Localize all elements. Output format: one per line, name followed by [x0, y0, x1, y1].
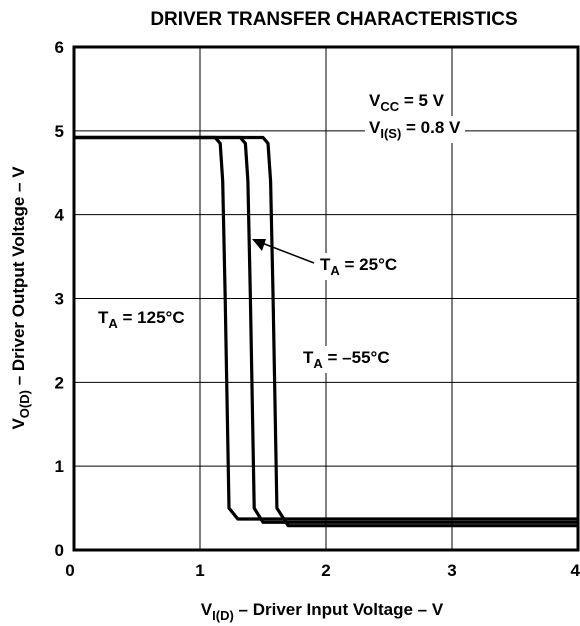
y-tick-label: 5	[55, 122, 64, 141]
tick-labels: 0 1 2 3 4 0 1 2 3 4 5 6	[55, 38, 580, 580]
y-axis-label: VO(D) – Driver Output Voltage – V	[9, 166, 32, 430]
x-axis-label-sub: I(D)	[212, 608, 234, 623]
label-minus55c-bg	[299, 346, 394, 373]
grid	[74, 47, 578, 550]
y-tick-label: 3	[55, 290, 64, 309]
x-axis-label: VI(D) – Driver Input Voltage – V	[201, 600, 444, 623]
label-125c-bg	[94, 306, 189, 333]
y-tick-label: 0	[55, 541, 64, 560]
y-axis-label-main: V	[9, 418, 28, 430]
chart-title: DRIVER TRANSFER CHARACTERISTICS	[150, 9, 517, 30]
y-axis-label-sub: O(D)	[17, 390, 32, 418]
y-tick-label: 2	[55, 373, 64, 392]
annotations: VCC = 5 V VI(S) = 0.8 V TA = 125°C TA = 25°…	[94, 89, 466, 373]
condition-vcc: VCC = 5 V	[369, 91, 445, 114]
arrow-head	[252, 239, 266, 251]
arrow-line	[261, 242, 315, 264]
y-tick-label: 4	[55, 206, 65, 225]
label-25c: TA = 25°C	[320, 255, 397, 278]
y-tick-label: 1	[55, 457, 64, 476]
y-axis-label-rest: – Driver Output Voltage – V	[9, 166, 28, 390]
label-25c-bg	[316, 253, 402, 280]
series-group	[74, 135, 578, 528]
condition-vis-bg	[365, 116, 466, 143]
plot-frame	[72, 45, 580, 552]
x-axis-label-main: V	[201, 600, 213, 619]
label-minus55c: TA = –55°C	[303, 348, 390, 371]
condition-vis: VI(S) = 0.8 V	[369, 118, 461, 141]
x-axis-label-rest: – Driver Input Voltage – V	[234, 600, 444, 619]
series-line	[74, 135, 578, 528]
x-tick-label: 0	[65, 561, 74, 580]
condition-vcc-bg	[365, 89, 449, 116]
x-tick-label: 2	[321, 561, 330, 580]
x-tick-label: 1	[195, 561, 204, 580]
x-tick-label: 4	[571, 561, 580, 580]
x-tick-label: 3	[447, 561, 456, 580]
label-125c: TA = 125°C	[98, 308, 185, 331]
y-tick-label: 6	[55, 38, 64, 57]
